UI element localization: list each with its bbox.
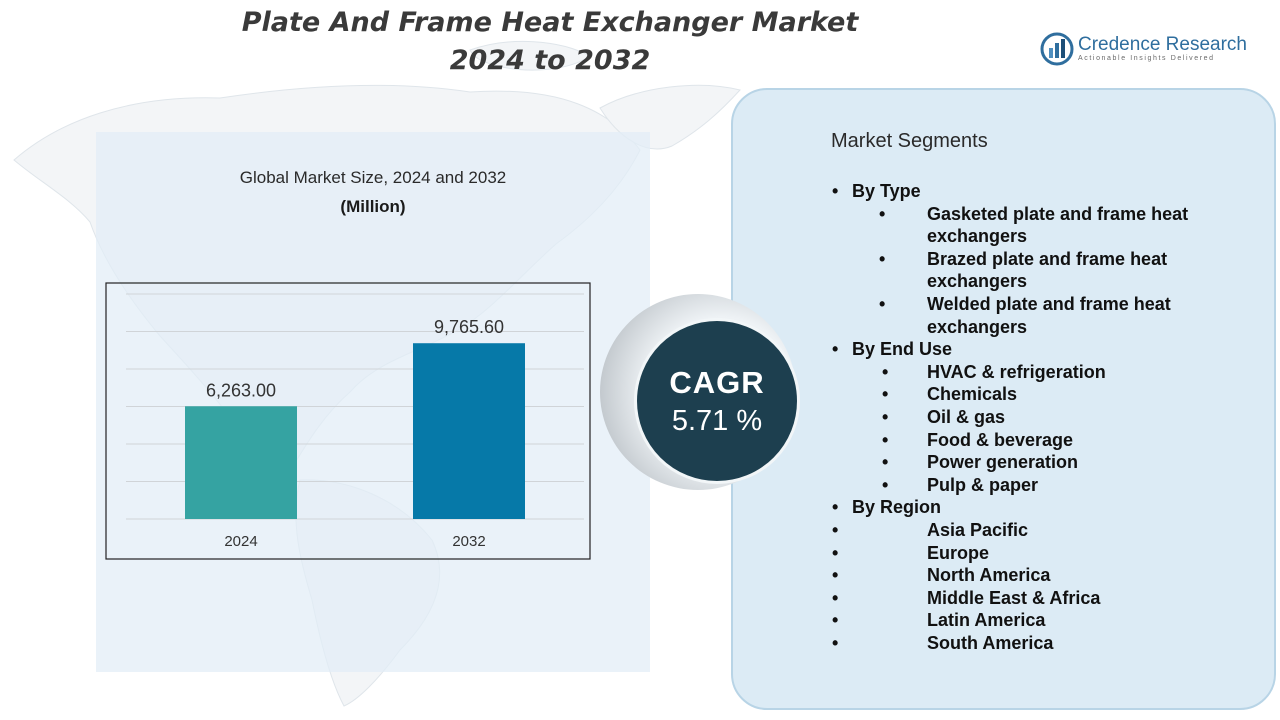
- segment-item-label: North America: [927, 565, 1051, 586]
- segment-item-label: Chemicals: [927, 384, 1018, 405]
- bullet-icon: •: [879, 248, 886, 269]
- bullet-icon: •: [879, 203, 886, 224]
- segment-category-label: By End Use: [852, 339, 953, 360]
- segment-item-label: Power generation: [927, 452, 1079, 473]
- segment-item-label: South America: [927, 632, 1054, 653]
- tick-label-2024: 2024: [224, 533, 257, 550]
- segment-item: • Pulp & paper: [830, 474, 1250, 497]
- segment-item: • Latin America: [830, 609, 1250, 632]
- segment-item-label: HVAC & refrigeration: [927, 361, 1106, 382]
- bullet-icon: •: [882, 361, 889, 382]
- bar-2024: [185, 406, 297, 519]
- bar-chart: 6,263.00 2024 9,765.60 2032: [105, 282, 591, 560]
- bullet-icon: •: [832, 587, 839, 608]
- bullet-icon: •: [882, 384, 889, 405]
- segment-item-label: Brazed plate and frame heat exchangers: [927, 248, 1168, 292]
- segment-category-label: By Region: [852, 497, 942, 518]
- segment-item: • Asia Pacific: [830, 519, 1250, 542]
- segment-item-label: Europe: [927, 542, 990, 563]
- chart-title: Global Market Size, 2024 and 2032: [239, 168, 507, 187]
- segment-item: • Europe: [830, 542, 1250, 565]
- segment-category: • By Region: [830, 496, 1250, 519]
- chart-bars: [185, 343, 525, 519]
- bullet-icon: •: [832, 632, 839, 653]
- bar-2032: [413, 343, 525, 519]
- bullet-icon: •: [832, 181, 839, 201]
- segment-category: • By Type: [830, 180, 1250, 203]
- bullet-icon: •: [832, 610, 839, 631]
- data-label-2032: 9,765.60: [434, 317, 504, 337]
- bullet-icon: •: [882, 452, 889, 473]
- credence-logo-icon: [1040, 32, 1074, 66]
- bullet-icon: •: [882, 429, 889, 450]
- segment-category-label: By Type: [852, 181, 921, 201]
- cagr-value: 5.71 %: [671, 405, 763, 437]
- segment-item-label: Welded plate and frame heat exchangers: [927, 293, 1171, 337]
- segment-item-label: Asia Pacific: [927, 519, 1029, 540]
- page-title: Plate And Frame Heat Exchanger Market 20…: [180, 4, 920, 80]
- segment-item: • Middle East & Africa: [830, 587, 1250, 610]
- tick-label-2032: 2032: [452, 533, 485, 550]
- logo-name: Credence Research: [1078, 34, 1247, 55]
- logo-tagline: Actionable Insights Delivered: [1078, 55, 1215, 62]
- data-label-2024: 6,263.00: [206, 380, 276, 400]
- segment-item: • Power generation: [830, 451, 1250, 474]
- cagr-badge: CAGR 5.71 %: [634, 318, 800, 484]
- title-line-1: Plate And Frame Heat Exchanger Market: [241, 7, 859, 38]
- segment-item: • Gasketed plate and frame heat exchanger…: [830, 203, 1250, 248]
- chart-labels: 6,263.00 2024 9,765.60 2032: [206, 317, 504, 550]
- segment-item: • Brazed plate and frame heat exchangers: [830, 248, 1250, 293]
- bullet-icon: •: [882, 474, 889, 495]
- chart-unit: (Million): [340, 197, 406, 216]
- segment-item: • Food & beverage: [830, 429, 1250, 452]
- segment-item: • Chemicals: [830, 383, 1250, 406]
- segments-heading: Market Segments: [831, 130, 988, 152]
- segment-item-label: Pulp & paper: [927, 474, 1039, 495]
- bullet-icon: •: [832, 339, 839, 360]
- company-logo: Credence Research Actionable Insights De…: [1040, 32, 1260, 68]
- cagr-label: CAGR: [669, 365, 765, 400]
- chart-frame: [105, 282, 591, 560]
- segment-item: • HVAC & refrigeration: [830, 361, 1250, 384]
- bullet-icon: •: [832, 497, 839, 518]
- segments-list: • By Type • Gasketed plate and frame heat e…: [830, 180, 1250, 654]
- chart-panel: [96, 132, 650, 672]
- segment-item-label: Latin America: [927, 610, 1046, 631]
- bullet-icon: •: [832, 565, 839, 586]
- segment-item-label: Gasketed plate and frame heat exchangers: [927, 203, 1189, 247]
- bullet-icon: •: [882, 406, 889, 427]
- bullet-icon: •: [879, 293, 886, 314]
- segment-item: • South America: [830, 632, 1250, 655]
- bullet-icon: •: [832, 542, 839, 563]
- segment-category: • By End Use: [830, 338, 1250, 361]
- title-line-2: 2024 to 2032: [449, 45, 651, 76]
- segment-item-label: Food & beverage: [927, 429, 1074, 450]
- segment-item: • Welded plate and frame heat exchangers: [830, 293, 1250, 338]
- segment-item-label: Oil & gas: [927, 406, 1006, 427]
- bullet-icon: •: [832, 519, 839, 540]
- segment-item-label: Middle East & Africa: [927, 587, 1101, 608]
- segments-panel: [731, 88, 1276, 710]
- segment-item: • North America: [830, 564, 1250, 587]
- segment-item: • Oil & gas: [830, 406, 1250, 429]
